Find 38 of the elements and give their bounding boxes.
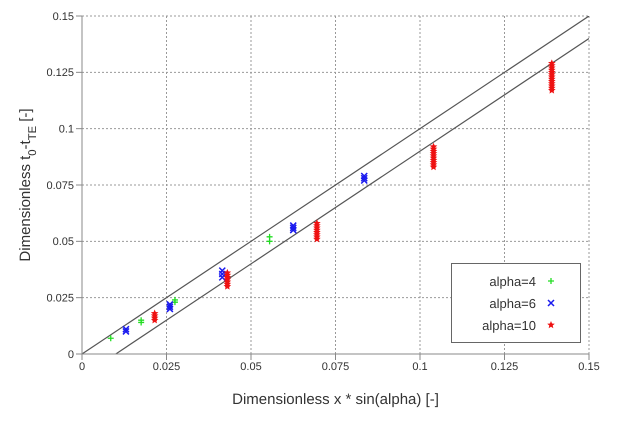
point [107,334,114,342]
point [266,238,274,245]
legend-label: alpha=10 [482,318,536,332]
x-tick-label: 0.15 [578,360,600,373]
y-tick-label: 0.125 [46,67,74,80]
point [122,328,130,336]
point [218,270,226,278]
point [313,219,321,227]
y-tick-label: 0.075 [46,180,74,192]
x-axis-title: Dimensionless x * sin(alpha) [-] [232,391,439,408]
x-tick-label: 0.125 [490,360,518,373]
y-tick-label: 0.1 [58,124,74,136]
point [224,268,232,276]
x-tick-label: 0.05 [240,360,262,373]
point [290,222,297,230]
point [122,325,130,333]
point [150,309,158,317]
point [218,274,226,282]
y-tick-label: 0.025 [46,292,74,305]
y-tick-label: 0.15 [52,10,74,23]
x-tick-label: 0 [78,360,86,373]
point [548,59,556,67]
point [138,316,145,324]
y-tick-label: 0.05 [52,236,74,248]
point [430,142,438,150]
point [171,296,179,304]
point [166,302,174,310]
x-tick-label: 0.025 [152,360,180,373]
point [290,224,297,232]
point [218,266,226,274]
point [166,305,174,313]
point [360,174,368,182]
x-tick-label: 0.1 [412,360,428,373]
point [266,233,274,240]
x-tick-label: 0.075 [322,360,350,373]
legend-label: alpha=4 [489,274,536,288]
legend-label: alpha=6 [489,296,536,310]
y-tick-label: 0 [68,348,74,361]
